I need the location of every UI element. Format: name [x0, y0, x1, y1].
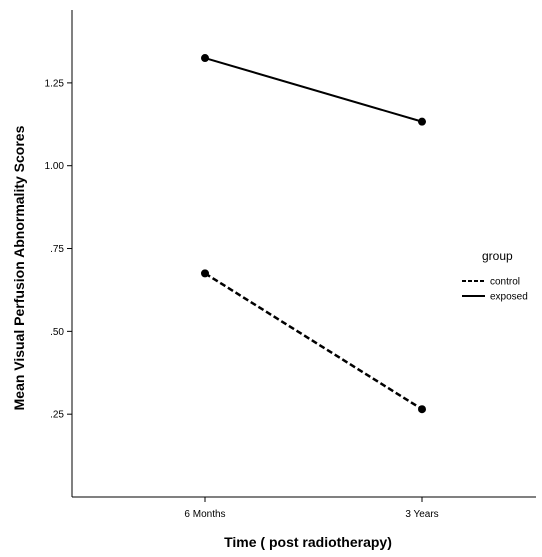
series	[201, 54, 426, 414]
data-point-control	[201, 269, 209, 278]
y-tick-label: .75	[50, 244, 64, 255]
y-axis-title: Mean Visual Perfusion Abnormality Scores	[11, 125, 27, 410]
x-tick-label: 3 Years	[405, 509, 438, 520]
series-line-exposed	[204, 57, 423, 123]
y-tick-label: 1.25	[45, 78, 65, 89]
y-tick-label: .50	[50, 327, 64, 338]
legend-title: group	[482, 249, 513, 263]
series-line-control	[204, 272, 423, 411]
x-axis-title: Time ( post radiotherapy)	[224, 534, 392, 550]
legend-label-control: control	[490, 277, 520, 288]
ticks: .25 .50 .75 1.00 1.25 6 Months 3 Years	[45, 78, 439, 520]
data-point-control	[418, 405, 426, 414]
y-tick-label: 1.00	[45, 161, 65, 172]
axes	[71, 10, 536, 498]
data-point-exposed	[418, 117, 426, 126]
y-tick-label: .25	[50, 410, 64, 421]
legend-label-exposed: exposed	[490, 292, 528, 303]
legend: group control exposed	[462, 249, 528, 303]
data-point-exposed	[201, 54, 209, 63]
x-tick-label: 6 Months	[184, 509, 225, 520]
